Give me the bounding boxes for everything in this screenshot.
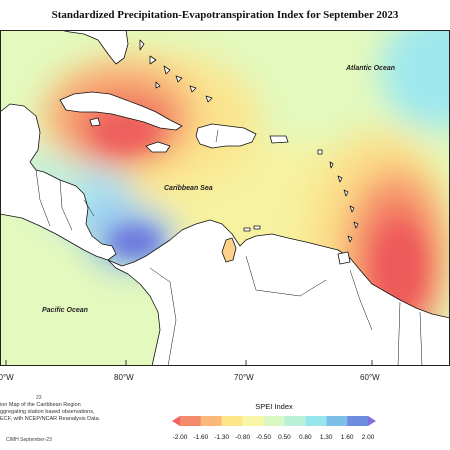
label-atlantic-ocean: Atlantic Ocean (346, 65, 396, 72)
legend-tick-label: 1.30 (319, 434, 333, 441)
legend-swatch (200, 416, 222, 426)
legend-swatch (172, 416, 180, 426)
lon-label-60w: 60°W (360, 373, 380, 382)
lake-maracaibo (221, 237, 237, 263)
cuba-land (59, 91, 183, 131)
note-number: 23 (36, 395, 42, 401)
legend-colorbar (172, 416, 376, 426)
legend-tick-label: 0.50 (278, 434, 291, 441)
note-line: ggregating station based observations, (0, 409, 95, 415)
jamaica-land (145, 141, 171, 153)
legend-tick-label: -0.80 (235, 434, 251, 441)
hispaniola-land (195, 123, 257, 149)
lon-label-70w: 70°W (234, 373, 254, 382)
legend-tick-label: 1.60 (340, 434, 354, 441)
legend-swatch (242, 416, 264, 426)
legend-tick-label: 0.80 (299, 434, 312, 441)
spei-legend: SPEI Index -2.00 -1.60 -1.30 -0.80 -0.50 0.50… (172, 402, 376, 444)
label-caribbean-sea: Caribbean Sea (164, 185, 213, 192)
legend-tick-label: -1.60 (193, 434, 209, 441)
legend-ticks: -2.00 -1.60 -1.30 -0.80 -0.50 0.50 0.80 1.30 1.6… (172, 434, 376, 444)
note-line: ECF, with NCEP/NCAR Reanalysis Data. (0, 416, 101, 422)
legend-swatch (263, 416, 285, 426)
legend-swatch (284, 416, 306, 426)
legend-title: SPEI Index (255, 402, 293, 411)
legend-tick-label: -2.00 (172, 434, 188, 441)
field-atlantic-cyan (380, 30, 450, 130)
florida-land (59, 30, 129, 65)
central-america-land (0, 103, 117, 261)
map-title: Standardized Precipitation-Evapotranspir… (51, 9, 399, 21)
puerto-rico-land (269, 135, 289, 144)
lon-label-80w: 80°W (114, 373, 134, 382)
spei-map: Atlantic Ocean Caribbean Sea Pacific Oce… (0, 30, 450, 366)
lon-label-90w: 90°W (0, 373, 14, 382)
label-pacific-ocean: Pacific Ocean (42, 307, 88, 314)
legend-tick-label: 2.00 (361, 434, 375, 441)
field-east-deepred (378, 228, 422, 308)
legend-swatch (326, 416, 348, 426)
field-panama-violet (109, 226, 161, 258)
legend-swatch (305, 416, 327, 426)
legend-tick-label: -0.50 (256, 434, 271, 441)
legend-swatch (347, 416, 368, 426)
legend-swatch (180, 416, 201, 426)
map-note: ion Map of the Caribbean Region ggregati… (0, 402, 150, 423)
legend-tick-label: -1.30 (214, 434, 230, 441)
note-line: ion Map of the Caribbean Region (0, 402, 81, 408)
legend-swatch (221, 416, 243, 426)
legend-swatch (368, 416, 376, 426)
credit-text: CIMH September-23 (6, 437, 52, 443)
